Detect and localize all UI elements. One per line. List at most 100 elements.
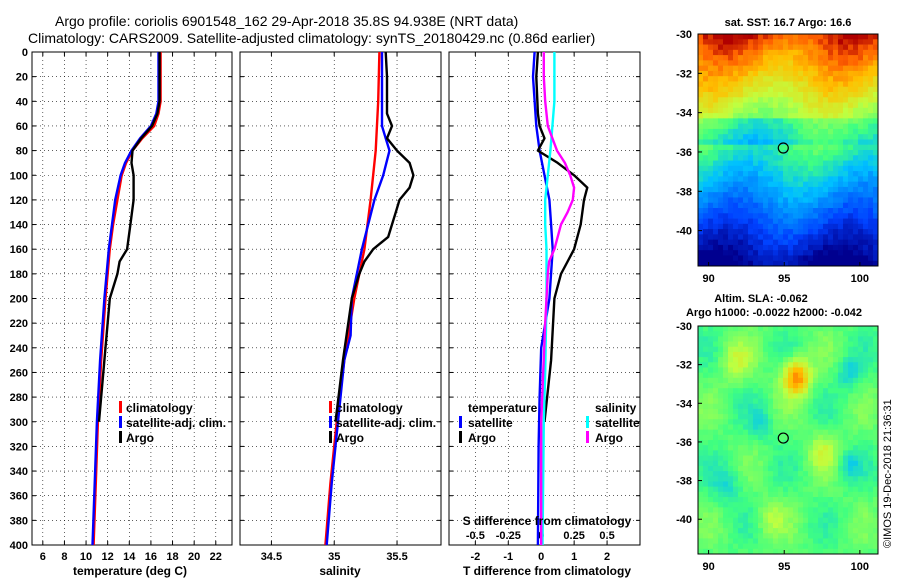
map-cell [793,239,799,246]
map-cell [858,250,864,256]
map-cell [868,81,874,88]
map-cell [733,160,739,167]
map-cell [838,202,844,209]
map-cell [783,383,789,389]
map-cell [818,76,824,82]
map-cell [818,393,824,399]
map-cell [758,39,764,45]
map-cell [858,239,864,246]
map-cell [873,150,879,156]
map-cell [703,455,709,462]
map-y-tick-label: -36 [676,147,692,159]
map-cell [783,528,789,534]
map-cell [743,223,749,230]
map-cell [728,155,734,161]
map-cell [743,393,749,399]
map-cell [743,372,749,379]
map-cell [758,202,764,209]
map-cell [808,44,814,51]
map-cell [798,92,804,98]
map-cell [698,192,704,198]
map-cell [773,377,779,384]
map-cell [713,533,719,539]
map-cell [798,192,804,198]
map-cell [783,218,789,225]
map-cell [778,434,784,441]
map-cell [698,445,704,451]
map-cell [853,139,859,146]
map-cell [853,434,859,441]
map-cell [783,533,789,539]
map-cell [718,250,724,256]
map-cell [848,223,854,230]
map-cell [853,393,859,399]
map-cell [723,44,729,51]
map-cell [858,357,864,363]
map-cell [778,260,784,267]
map-y-tick-label: -34 [676,398,693,410]
map-cell [763,229,769,235]
map-cell [738,548,744,555]
map-cell [828,97,834,103]
map-cell [763,86,769,93]
map-cell [718,486,724,493]
y-tick-label: 240 [10,343,28,355]
map-cell [863,107,869,114]
map-cell [833,424,839,431]
map-cell [868,118,874,125]
map-cell [783,408,789,415]
map-cell [773,239,779,246]
map-cell [733,144,739,151]
map-cell [723,476,729,482]
map-cell [843,481,849,488]
map-cell [798,326,804,332]
map-cell [823,60,829,67]
map-cell [738,234,744,241]
map-cell [813,445,819,451]
map-cell [833,49,839,56]
map-cell [713,176,719,183]
map-cell [833,139,839,146]
map-cell [728,229,734,235]
map-cell [803,419,809,425]
sla-map: 90 95 100-30-32-34-36-38-40 [676,321,879,573]
y-tick-label: 300 [10,417,28,429]
legend-swatch-t-satellite [459,416,462,428]
map-cell [803,150,809,156]
map-cell [768,229,774,235]
map-cell [838,260,844,267]
map-cell [728,522,734,529]
map-cell [738,414,744,420]
map-cell [758,239,764,246]
map-cell [813,160,819,167]
map-cell [728,234,734,241]
map-cell [833,223,839,230]
map-cell [843,351,849,358]
map-cell [843,517,849,524]
map-cell [723,517,729,524]
map-cell [863,55,869,61]
map-cell [768,213,774,219]
map-cell [743,150,749,156]
map-cell [873,497,879,503]
map-cell [818,192,824,198]
map-cell [753,383,759,389]
map-cell [778,102,784,109]
map-cell [733,65,739,72]
map-cell [698,255,704,262]
map-cell [703,351,709,358]
map-cell [783,160,789,167]
map-cell [788,123,794,130]
map-cell [848,176,854,183]
map-cell [848,393,854,399]
map-cell [863,165,869,172]
map-cell [773,367,779,374]
map-cell [853,65,859,72]
map-cell [808,341,814,348]
series-line-temperature-argo [535,51,589,422]
map-cell [848,255,854,262]
map-cell [723,471,729,477]
map-cell [758,497,764,503]
legend-swatch-argo [329,431,332,443]
map-cell [823,55,829,61]
